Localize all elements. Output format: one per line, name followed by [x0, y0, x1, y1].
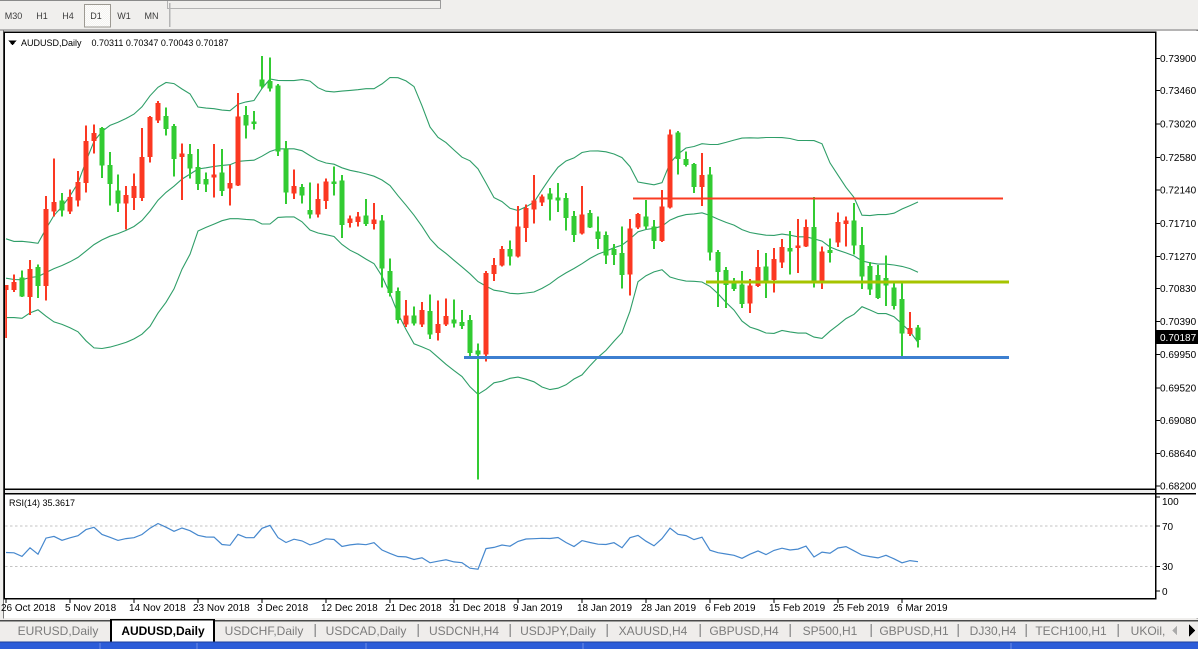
- svg-text:14 Nov 2018: 14 Nov 2018: [129, 603, 186, 614]
- svg-text:0.69520: 0.69520: [1160, 384, 1197, 395]
- svg-text:SP500,H1: SP500,H1: [803, 624, 858, 638]
- svg-text:21 Dec 2018: 21 Dec 2018: [385, 603, 442, 614]
- svg-text:70: 70: [1162, 522, 1174, 533]
- svg-text:9 Jan 2019: 9 Jan 2019: [513, 603, 563, 614]
- svg-text:0.71710: 0.71710: [1160, 219, 1197, 230]
- svg-text:AUDUSD,Daily: AUDUSD,Daily: [21, 38, 82, 48]
- svg-text:0.69950: 0.69950: [1160, 350, 1197, 361]
- svg-text:D1: D1: [90, 11, 102, 21]
- svg-text:0.68200: 0.68200: [1160, 482, 1197, 493]
- svg-text:0.71270: 0.71270: [1160, 252, 1197, 263]
- svg-text:H4: H4: [62, 11, 74, 21]
- svg-text:0.69080: 0.69080: [1160, 416, 1197, 427]
- svg-text:23 Nov 2018: 23 Nov 2018: [193, 603, 250, 614]
- svg-text:M30: M30: [5, 11, 23, 21]
- svg-text:0: 0: [1162, 587, 1168, 598]
- svg-text:26 Oct 2018: 26 Oct 2018: [1, 603, 56, 614]
- svg-text:AUDUSD,Daily: AUDUSD,Daily: [121, 624, 205, 638]
- svg-text:0.70187: 0.70187: [1160, 333, 1197, 344]
- svg-text:6 Feb 2019: 6 Feb 2019: [705, 603, 756, 614]
- svg-text:UKOil,: UKOil,: [1131, 624, 1166, 638]
- svg-text:6 Mar 2019: 6 Mar 2019: [897, 603, 948, 614]
- svg-text:EURUSD,Daily: EURUSD,Daily: [18, 624, 99, 638]
- svg-text:0.72580: 0.72580: [1160, 153, 1197, 164]
- svg-text:TECH100,H1: TECH100,H1: [1035, 624, 1107, 638]
- svg-text:25 Feb 2019: 25 Feb 2019: [833, 603, 890, 614]
- svg-text:0.70830: 0.70830: [1160, 284, 1197, 295]
- svg-text:18 Jan 2019: 18 Jan 2019: [577, 603, 632, 614]
- svg-text:GBPUSD,H4: GBPUSD,H4: [709, 624, 779, 638]
- svg-text:0.72140: 0.72140: [1160, 186, 1197, 197]
- svg-text:31 Dec 2018: 31 Dec 2018: [449, 603, 506, 614]
- svg-text:H1: H1: [36, 11, 48, 21]
- svg-text:USDCHF,Daily: USDCHF,Daily: [225, 624, 304, 638]
- svg-text:MN: MN: [145, 11, 159, 21]
- svg-text:0.70311 0.70347 0.70043 0.7018: 0.70311 0.70347 0.70043 0.70187: [92, 38, 229, 48]
- svg-text:DJ30,H4: DJ30,H4: [970, 624, 1017, 638]
- svg-text:3 Dec 2018: 3 Dec 2018: [257, 603, 309, 614]
- svg-text:USDCNH,H4: USDCNH,H4: [429, 624, 499, 638]
- svg-text:5 Nov 2018: 5 Nov 2018: [65, 603, 117, 614]
- svg-text:W1: W1: [117, 11, 131, 21]
- svg-text:USDCAD,Daily: USDCAD,Daily: [326, 624, 407, 638]
- svg-text:GBPUSD,H1: GBPUSD,H1: [879, 624, 949, 638]
- svg-text:0.70390: 0.70390: [1160, 317, 1197, 328]
- svg-text:12 Dec 2018: 12 Dec 2018: [321, 603, 378, 614]
- svg-text:USDJPY,Daily: USDJPY,Daily: [520, 624, 596, 638]
- svg-text:15 Feb 2019: 15 Feb 2019: [769, 603, 826, 614]
- svg-text:0.73900: 0.73900: [1160, 54, 1197, 65]
- svg-text:28 Jan 2019: 28 Jan 2019: [641, 603, 696, 614]
- svg-text:0.73020: 0.73020: [1160, 120, 1197, 131]
- svg-text:XAUUSD,H4: XAUUSD,H4: [619, 624, 688, 638]
- svg-text:30: 30: [1162, 562, 1174, 573]
- svg-text:100: 100: [1162, 497, 1179, 508]
- svg-text:RSI(14) 35.3617: RSI(14) 35.3617: [9, 498, 75, 508]
- svg-text:0.68640: 0.68640: [1160, 449, 1197, 460]
- svg-text:0.73460: 0.73460: [1160, 86, 1197, 97]
